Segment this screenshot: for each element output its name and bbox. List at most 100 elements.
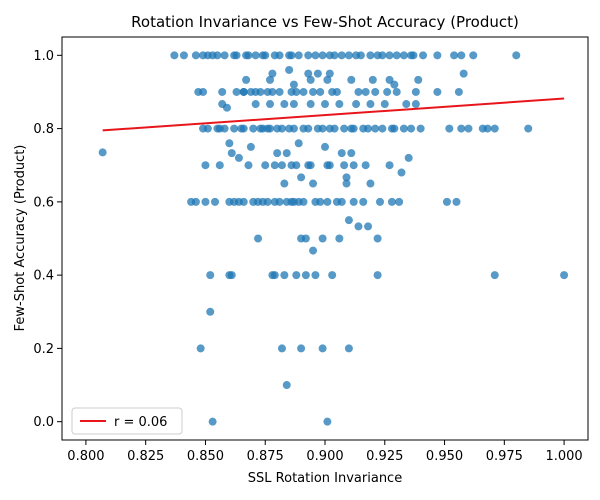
data-point bbox=[318, 234, 327, 243]
data-point bbox=[404, 153, 413, 162]
data-point bbox=[263, 197, 272, 206]
data-point bbox=[282, 381, 291, 390]
legend-box bbox=[71, 407, 183, 435]
data-point bbox=[309, 87, 318, 96]
data-point bbox=[347, 124, 356, 133]
data-point bbox=[316, 87, 325, 96]
x-tick-label: 0.800 bbox=[67, 449, 104, 464]
data-point bbox=[261, 161, 270, 170]
data-point bbox=[318, 344, 327, 353]
data-point bbox=[366, 100, 375, 109]
data-point bbox=[311, 51, 320, 60]
data-point bbox=[297, 344, 306, 353]
y-tick-label: 0.4 bbox=[33, 269, 54, 284]
data-point bbox=[318, 51, 327, 60]
data-point bbox=[452, 197, 461, 206]
data-point bbox=[270, 161, 279, 170]
data-point bbox=[512, 51, 521, 60]
data-point bbox=[232, 87, 241, 96]
data-point bbox=[332, 87, 341, 96]
fit-line bbox=[102, 97, 565, 132]
data-point bbox=[299, 87, 308, 96]
data-point bbox=[304, 69, 313, 78]
data-point bbox=[244, 51, 253, 60]
data-point bbox=[206, 307, 215, 316]
data-point bbox=[292, 87, 301, 96]
x-tick-label: 0.975 bbox=[486, 449, 523, 464]
data-point bbox=[304, 51, 313, 60]
x-tick-label: 0.825 bbox=[127, 449, 164, 464]
data-point bbox=[490, 124, 499, 133]
x-tick-label: 0.850 bbox=[187, 449, 224, 464]
data-point bbox=[266, 75, 275, 84]
points-layer bbox=[98, 51, 569, 426]
data-point bbox=[280, 100, 289, 109]
data-point bbox=[275, 197, 284, 206]
data-point bbox=[349, 197, 358, 206]
data-point bbox=[254, 234, 263, 243]
data-point bbox=[366, 179, 375, 188]
data-point bbox=[311, 271, 320, 280]
data-point bbox=[373, 271, 382, 280]
data-point bbox=[244, 161, 253, 170]
data-point bbox=[366, 51, 375, 60]
data-point bbox=[335, 100, 344, 109]
data-point bbox=[230, 51, 239, 60]
data-point bbox=[483, 124, 492, 133]
data-point bbox=[289, 124, 298, 133]
data-point bbox=[277, 344, 286, 353]
data-point bbox=[321, 142, 329, 151]
data-point bbox=[294, 51, 303, 60]
data-point bbox=[387, 124, 396, 133]
data-point bbox=[277, 124, 286, 133]
data-point bbox=[450, 51, 459, 60]
data-point bbox=[225, 139, 234, 148]
data-point bbox=[266, 124, 275, 133]
data-point bbox=[464, 124, 473, 133]
data-point bbox=[364, 222, 373, 231]
data-point bbox=[227, 149, 236, 158]
data-point bbox=[201, 161, 210, 170]
y-axis-label: Few-Shot Accuracy (Product) bbox=[13, 145, 28, 332]
data-point bbox=[239, 124, 248, 133]
data-point bbox=[378, 124, 387, 133]
data-point bbox=[251, 100, 260, 109]
data-point bbox=[285, 65, 294, 74]
data-point bbox=[280, 271, 289, 280]
data-point bbox=[354, 222, 363, 231]
data-point bbox=[325, 124, 334, 133]
data-point bbox=[294, 139, 303, 148]
data-point bbox=[395, 197, 404, 206]
x-tick-label: 0.950 bbox=[426, 449, 463, 464]
data-point bbox=[454, 87, 463, 96]
data-point bbox=[433, 51, 442, 60]
data-point bbox=[340, 124, 349, 133]
data-point bbox=[373, 234, 382, 243]
data-point bbox=[385, 51, 394, 60]
data-point bbox=[234, 153, 243, 162]
chart-title: Rotation Invariance vs Few-Shot Accuracy… bbox=[131, 13, 519, 31]
data-point bbox=[246, 142, 255, 151]
data-point bbox=[258, 124, 267, 133]
data-point bbox=[352, 51, 361, 60]
data-point bbox=[380, 100, 389, 109]
data-point bbox=[318, 124, 327, 133]
data-point bbox=[399, 51, 408, 60]
x-axis-label: SSL Rotation Invariance bbox=[248, 471, 402, 486]
data-point bbox=[299, 197, 308, 206]
data-point bbox=[344, 344, 353, 353]
data-point bbox=[354, 87, 363, 96]
data-point bbox=[213, 51, 222, 60]
data-point bbox=[258, 51, 267, 60]
data-point bbox=[457, 124, 466, 133]
data-point bbox=[364, 124, 373, 133]
data-point bbox=[390, 80, 399, 89]
y-tick-label: 0.6 bbox=[33, 195, 54, 210]
data-point bbox=[524, 124, 533, 133]
data-point bbox=[416, 124, 425, 133]
data-point bbox=[325, 69, 334, 78]
data-point bbox=[321, 100, 329, 109]
data-point bbox=[289, 80, 298, 89]
data-point bbox=[375, 197, 384, 206]
data-point bbox=[239, 87, 248, 96]
